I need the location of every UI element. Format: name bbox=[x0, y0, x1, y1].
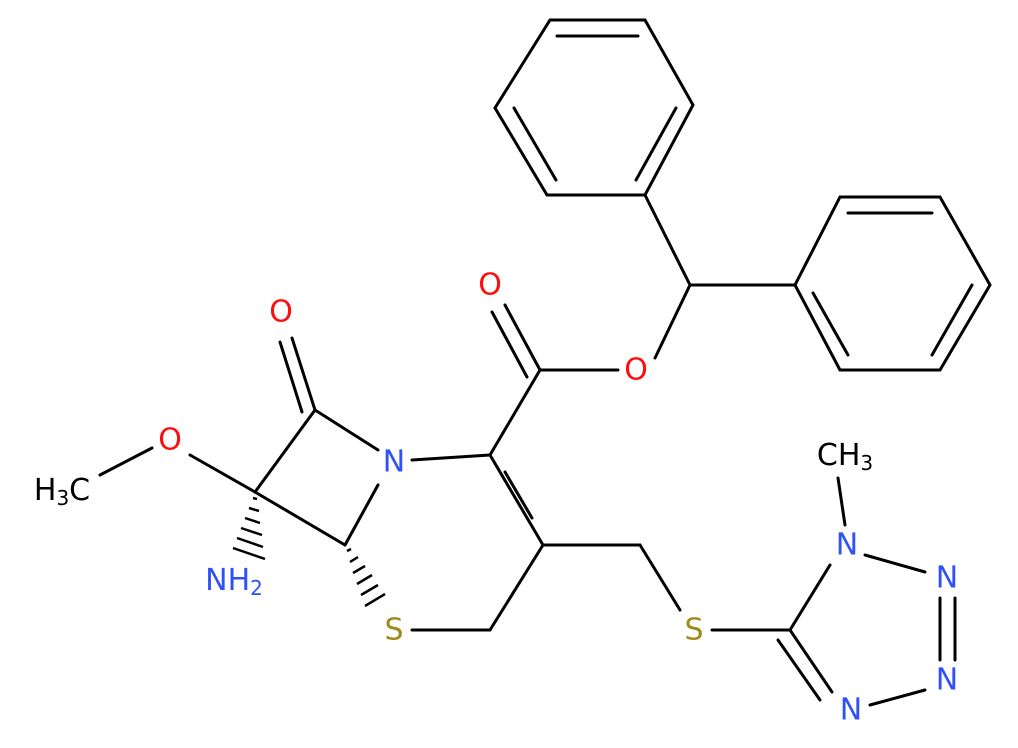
atom-label: O bbox=[158, 423, 182, 458]
atom-label: N bbox=[383, 445, 405, 480]
atom-label: NH2 bbox=[205, 563, 263, 601]
atom-label: H3C bbox=[34, 473, 90, 511]
hashed-wedges bbox=[232, 496, 386, 608]
atom-label: N bbox=[836, 528, 858, 563]
bonds bbox=[98, 18, 992, 707]
atom-label: CH3 bbox=[817, 438, 873, 476]
atom-label: N bbox=[936, 561, 958, 596]
atom-label: S bbox=[384, 613, 403, 648]
atom-label: N bbox=[936, 663, 958, 698]
atom-label: O bbox=[478, 268, 502, 303]
atom-label: O bbox=[269, 295, 293, 330]
atom-label: S bbox=[684, 613, 703, 648]
atom-label: O bbox=[624, 353, 648, 388]
atom-label: N bbox=[840, 693, 862, 728]
